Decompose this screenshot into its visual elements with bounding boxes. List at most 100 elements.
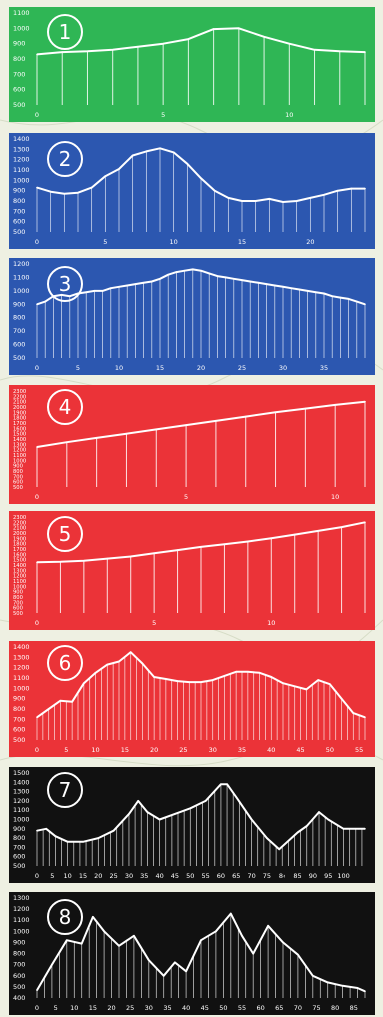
x-tick-label: 90 [309, 872, 317, 880]
y-tick-label: 900 [13, 825, 25, 833]
y-tick-label: 1100 [13, 579, 26, 585]
data-point [350, 187, 353, 190]
x-tick-label: 30 [209, 746, 217, 754]
x-tick-label: 20 [94, 872, 102, 880]
y-tick-label: 1100 [13, 9, 30, 17]
y-tick-label: 500 [13, 862, 25, 870]
y-tick-label: 900 [13, 938, 25, 946]
data-point [250, 818, 253, 821]
y-tick-label: 700 [13, 474, 23, 480]
y-tick-label: 700 [13, 843, 25, 851]
data-point [293, 685, 296, 688]
data-point [267, 924, 269, 927]
x-tick-label: 15 [79, 872, 87, 880]
y-tick-label: 500 [13, 101, 25, 109]
data-point [54, 835, 57, 838]
y-tick-label: 1100 [13, 674, 30, 682]
data-point [189, 807, 192, 810]
data-point [51, 963, 53, 966]
data-point [282, 682, 284, 684]
data-point [224, 276, 227, 279]
data-point [134, 283, 137, 285]
data-point [270, 676, 273, 678]
y-tick-label: 600 [13, 341, 25, 349]
x-tick-label: 0 [35, 619, 39, 627]
y-tick-label: 800 [13, 469, 23, 475]
x-tick-label: 25 [109, 872, 117, 880]
data-point [176, 680, 179, 682]
x-tick-label: 30 [279, 364, 287, 372]
x-tick-label: 50 [326, 746, 334, 754]
x-tick-label: 10 [285, 111, 293, 119]
data-point [97, 837, 100, 839]
data-point [263, 35, 265, 38]
data-point [153, 552, 155, 555]
data-point [153, 676, 155, 678]
y-tick-label: 1400 [13, 643, 30, 651]
y-tick-label: 500 [13, 354, 25, 362]
data-point [339, 296, 342, 299]
y-tick-label: 1500 [13, 558, 26, 564]
data-point [148, 959, 150, 962]
data-point [327, 818, 330, 821]
y-tick-label: 500 [13, 228, 25, 236]
data-point [241, 279, 243, 281]
data-point [235, 671, 237, 673]
data-point [356, 300, 358, 303]
data-point [128, 813, 130, 815]
x-tick-label: 20 [107, 1004, 115, 1012]
x-tick-label: 5 [50, 872, 54, 880]
data-point [165, 678, 167, 680]
y-tick-label: 1100 [13, 916, 30, 924]
data-point [86, 50, 89, 53]
data-point [233, 277, 235, 280]
chart-number-badge: 1 [47, 14, 83, 50]
y-tick-label: 900 [13, 695, 25, 703]
data-point [129, 555, 132, 558]
y-tick-label: 1000 [13, 684, 30, 692]
chart-number-badge: 4 [47, 389, 83, 425]
data-point [155, 428, 158, 431]
y-tick-label: 900 [13, 40, 25, 48]
chart-panel-2: 500 600 700 800 900 1000 1100 1200 1300 1400 0 5 10 1… [9, 133, 375, 249]
x-tick-label: 25 [238, 364, 246, 372]
x-tick-label: 10 [267, 619, 275, 627]
data-point [342, 828, 345, 830]
data-point [71, 700, 73, 703]
x-tick-label: 85 [293, 872, 301, 880]
data-point [326, 981, 329, 984]
data-point [175, 271, 178, 273]
data-point [118, 660, 120, 663]
data-point [200, 546, 202, 548]
y-tick-label: 1000 [13, 458, 26, 464]
data-point [340, 697, 343, 700]
y-tick-label: 600 [13, 726, 25, 734]
x-tick-label: 0 [35, 872, 39, 880]
data-point [265, 283, 268, 285]
data-point [110, 287, 112, 289]
x-tick-label: 55 [201, 872, 209, 880]
x-tick-label: 20 [150, 746, 158, 754]
y-tick-label: 700 [13, 70, 25, 78]
elevation-chart-6: 500 600 700 800 900 1000 1100 1200 1300 1400 0 5 10 1… [9, 641, 375, 757]
y-tick-label: 1400 [13, 563, 26, 569]
data-point [329, 683, 331, 685]
data-point [268, 198, 271, 200]
data-point [340, 526, 343, 528]
x-tick-label: 5 [103, 238, 107, 246]
x-tick-label: 65 [232, 872, 240, 880]
data-point [305, 825, 308, 827]
data-point [347, 298, 350, 300]
y-tick-label: 1600 [13, 552, 26, 558]
x-tick-label: 0 [35, 1004, 39, 1012]
x-tick-label: 20 [197, 364, 205, 372]
data-point [176, 549, 179, 551]
x-tick-label: 35 [238, 746, 246, 754]
y-tick-label: 600 [13, 972, 25, 980]
y-tick-label: 1300 [13, 788, 30, 796]
x-tick-label: 5 [184, 493, 188, 501]
data-point [36, 446, 38, 448]
x-tick-label: 10 [64, 872, 72, 880]
data-point [304, 407, 307, 410]
data-point [364, 990, 366, 993]
